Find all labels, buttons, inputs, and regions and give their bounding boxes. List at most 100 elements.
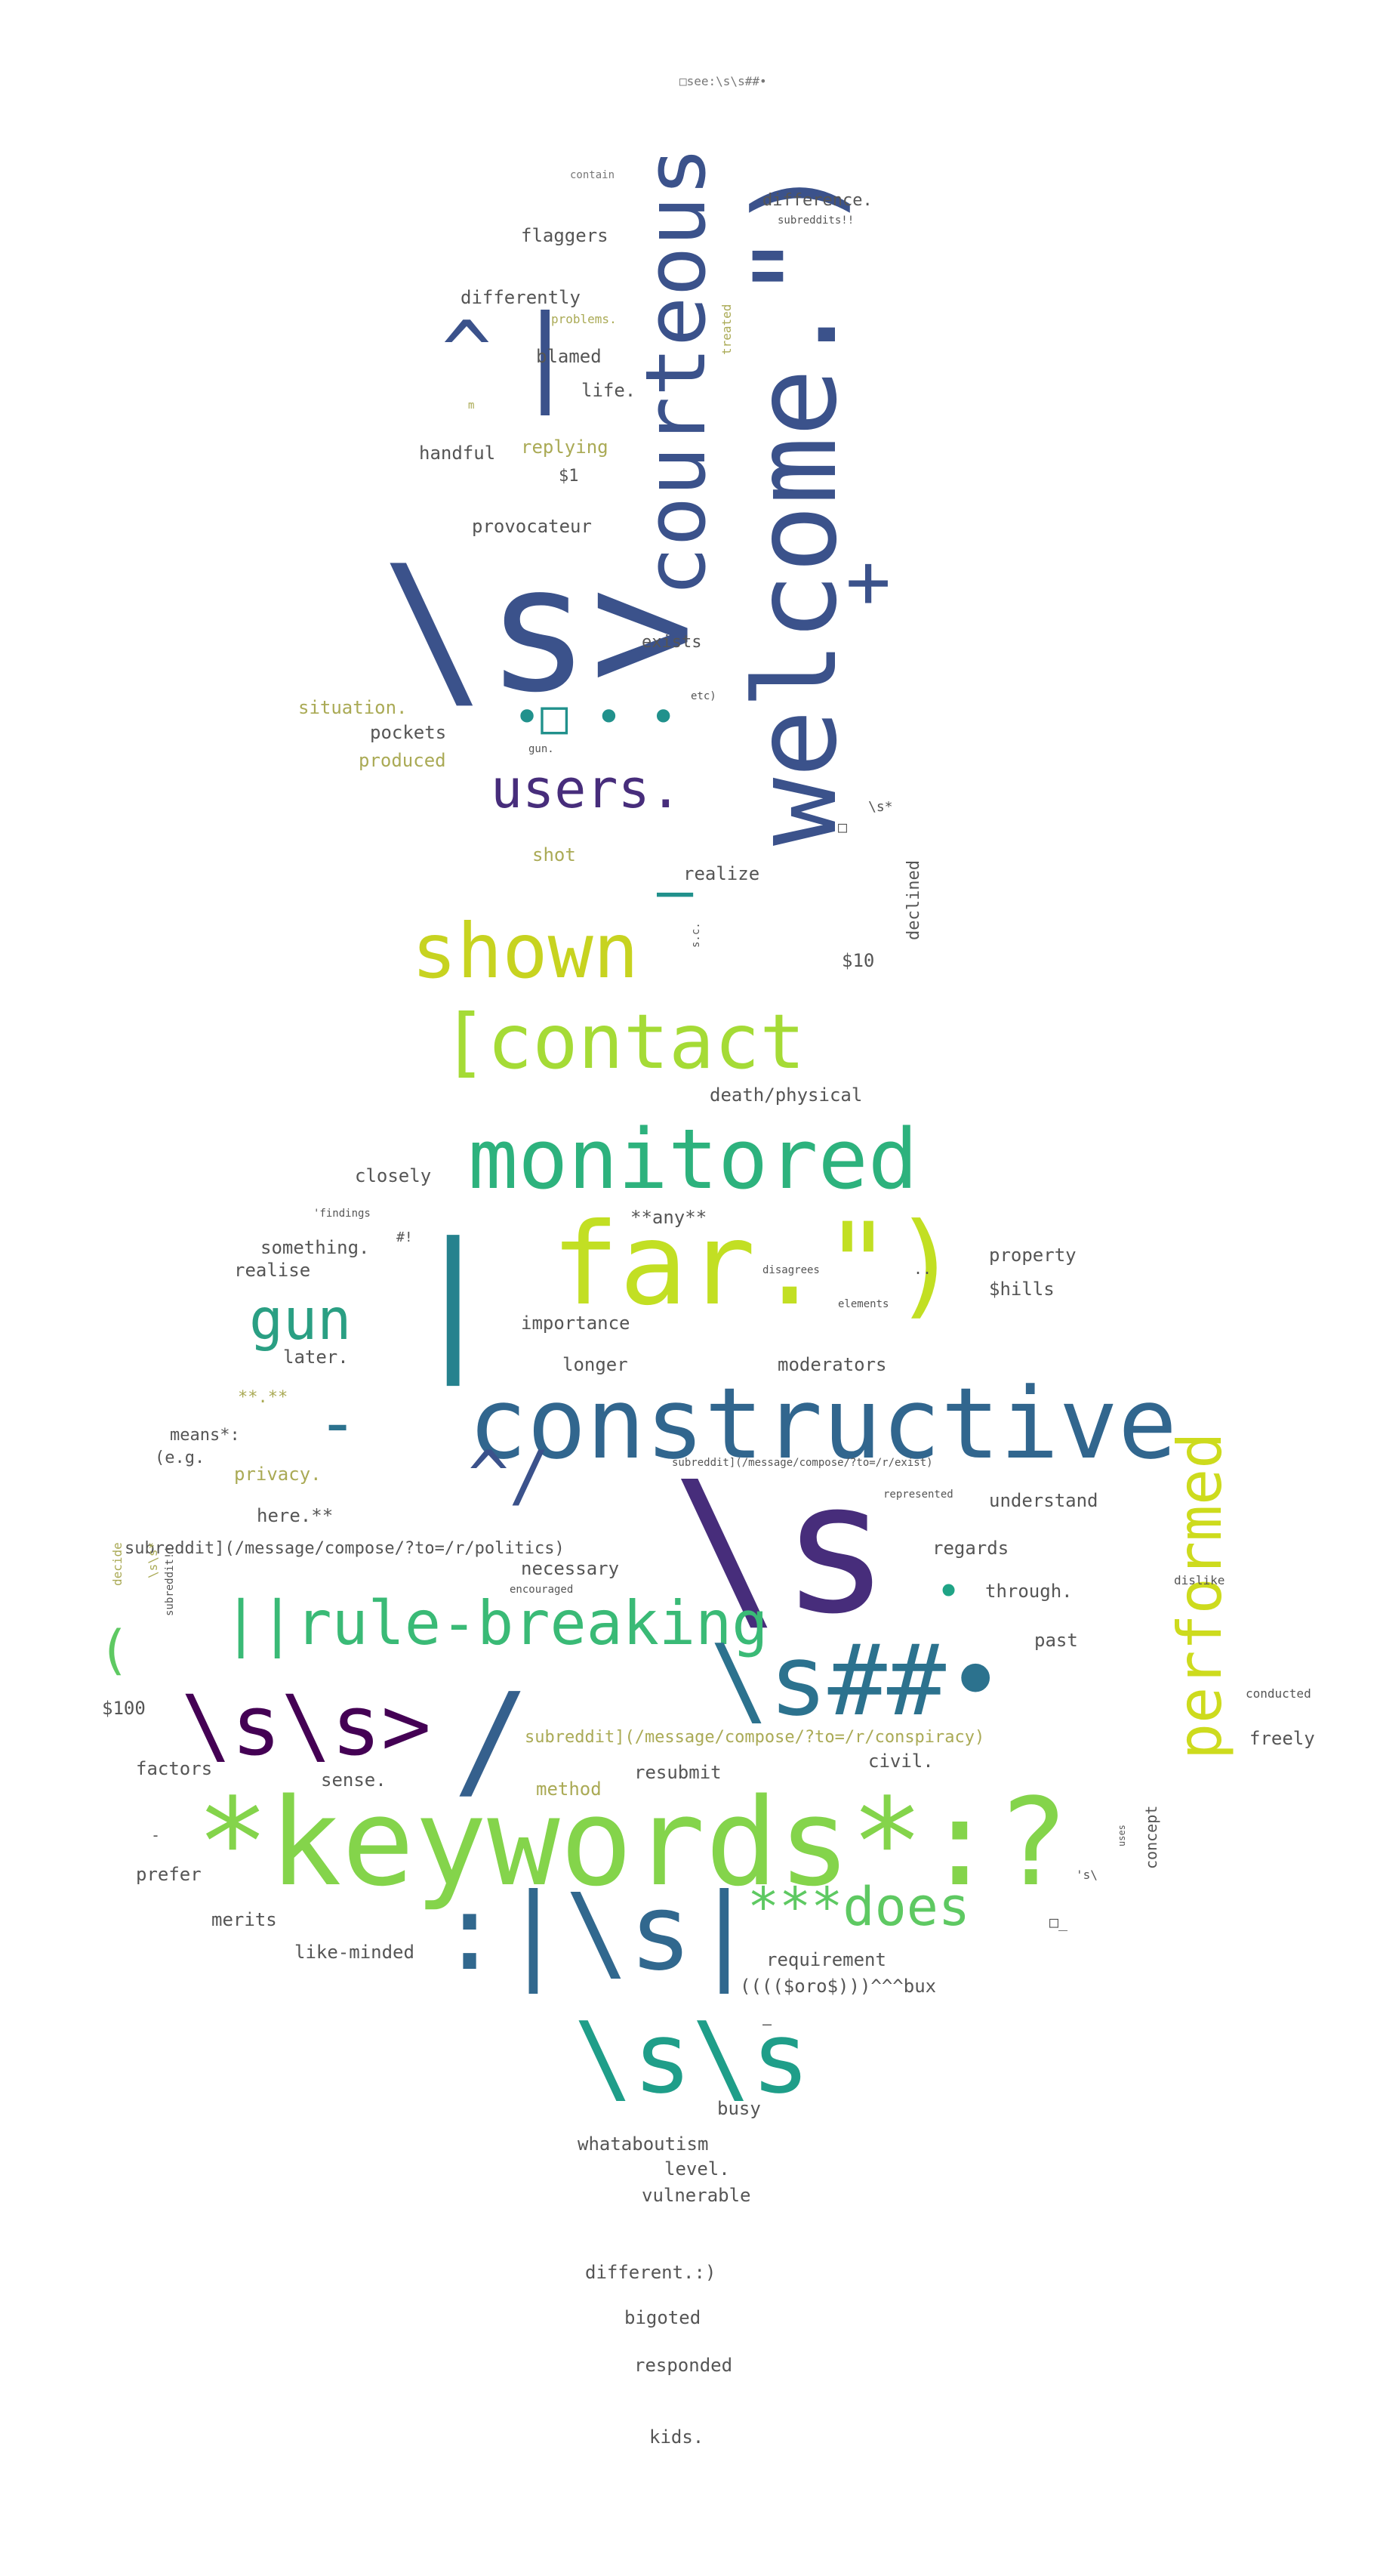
cloud-word: understand xyxy=(989,1490,1098,1511)
cloud-word: courteous xyxy=(627,146,724,597)
cloud-word: here.** xyxy=(257,1505,334,1526)
cloud-word: later. xyxy=(283,1347,349,1368)
cloud-word: $100 xyxy=(102,1698,146,1719)
cloud-word: $10 xyxy=(842,950,875,971)
cloud-word: ( xyxy=(98,1619,131,1681)
cloud-word: bigoted xyxy=(624,2307,701,2328)
cloud-word: concept xyxy=(1142,1805,1160,1869)
cloud-word: represented xyxy=(883,1489,953,1501)
cloud-word: disagrees xyxy=(762,1264,820,1276)
cloud-word: handful xyxy=(419,443,496,464)
cloud-word: exists xyxy=(642,633,702,652)
cloud-word: □_ xyxy=(1049,1913,1068,1931)
cloud-word: dislike xyxy=(1174,1573,1225,1587)
cloud-word: users. xyxy=(491,758,682,820)
cloud-word: \s> xyxy=(381,529,695,731)
cloud-word: \s##• xyxy=(710,1623,1006,1738)
cloud-word: property xyxy=(989,1245,1077,1266)
cloud-word: subreddit!! xyxy=(164,1546,176,1616)
cloud-word: ^ xyxy=(442,303,492,400)
cloud-word: #! xyxy=(396,1229,413,1245)
cloud-word: decide xyxy=(110,1542,125,1586)
cloud-word: whataboutism xyxy=(578,2133,709,2155)
cloud-word: different.:) xyxy=(585,2262,716,2283)
cloud-word: \s\s> xyxy=(181,1677,432,1774)
cloud-word: conducted xyxy=(1246,1686,1311,1701)
cloud-word: treated xyxy=(719,304,734,355)
cloud-word: problems. xyxy=(551,312,617,326)
cloud-word: subreddit](/message/compose/?to=/r/exist… xyxy=(672,1457,933,1469)
cloud-word: constructive xyxy=(468,1366,1178,1481)
cloud-word: 'findings xyxy=(313,1208,371,1220)
cloud-word: means*: xyxy=(170,1426,240,1445)
cloud-word: declined xyxy=(904,860,923,940)
cloud-word: pockets xyxy=(370,722,447,743)
cloud-word: \s\s* xyxy=(146,1541,160,1578)
cloud-word: situation. xyxy=(298,697,408,718)
cloud-word: :|\s| xyxy=(438,1871,756,1994)
cloud-word: □see:\s\s##• xyxy=(679,74,767,88)
cloud-word: (e.g. xyxy=(155,1448,205,1467)
cloud-word: closely xyxy=(355,1165,432,1186)
cloud-word: factors xyxy=(136,1758,213,1779)
cloud-word: busy xyxy=(717,2098,761,2119)
cloud-word: □ xyxy=(838,818,848,836)
cloud-word: provocateur xyxy=(472,516,592,537)
cloud-word: $1 xyxy=(559,467,579,486)
cloud-word: privacy. xyxy=(234,1464,322,1485)
cloud-word: \s\s xyxy=(574,2001,811,2115)
cloud-word: subreddit](/message/compose/?to=/r/polit… xyxy=(125,1539,565,1558)
cloud-word: necessary xyxy=(521,1558,620,1579)
cloud-word: through. xyxy=(985,1581,1073,1602)
cloud-word: realise xyxy=(234,1260,311,1281)
cloud-word: — xyxy=(762,2015,772,2033)
cloud-word: freely xyxy=(1249,1728,1315,1749)
cloud-word: performed xyxy=(1165,1432,1235,1760)
cloud-word: moderators xyxy=(778,1354,887,1375)
cloud-word: vulnerable xyxy=(642,2185,751,2206)
cloud-word: replying xyxy=(521,437,608,458)
cloud-word: encouraged xyxy=(510,1584,574,1596)
cloud-word: past xyxy=(1034,1630,1078,1651)
cloud-word: produced xyxy=(359,750,446,771)
cloud-word: method xyxy=(536,1779,602,1800)
cloud-word: elements xyxy=(838,1298,889,1310)
cloud-word: subreddit](/message/compose/?to=/r/consp… xyxy=(525,1728,985,1747)
cloud-word: responded xyxy=(634,2355,733,2376)
cloud-word: ||rule-breaking xyxy=(223,1588,769,1658)
cloud-word: like-minded xyxy=(294,1942,414,1963)
cloud-word: •□ • • xyxy=(513,691,677,744)
cloud-word: **.** xyxy=(238,1388,288,1407)
cloud-word: - xyxy=(317,1384,359,1463)
cloud-word: resubmit xyxy=(634,1762,722,1783)
cloud-word: [contact xyxy=(442,998,806,1086)
cloud-word: — xyxy=(657,856,694,926)
cloud-word: life. xyxy=(581,380,636,401)
cloud-word: prefer xyxy=(136,1864,202,1885)
cloud-word: gun xyxy=(249,1286,352,1353)
cloud-word: subreddits!! xyxy=(778,214,855,227)
cloud-word: kids. xyxy=(649,2426,704,2448)
cloud-word: ^/ xyxy=(468,1436,550,1516)
cloud-word: differently xyxy=(461,287,581,308)
cloud-word: - xyxy=(151,1826,161,1844)
cloud-word: sense. xyxy=(321,1769,387,1791)
cloud-word: shown xyxy=(411,907,639,995)
cloud-word: .. xyxy=(913,1260,932,1278)
cloud-word: far.") xyxy=(551,1199,960,1331)
cloud-word: difference. xyxy=(762,191,873,210)
cloud-word: blamed xyxy=(536,346,602,367)
cloud-word: s.c. xyxy=(690,922,702,948)
cloud-word: | xyxy=(408,1211,499,1387)
cloud-word: longer xyxy=(562,1354,628,1375)
cloud-word: level. xyxy=(664,2158,730,2180)
cloud-word: something. xyxy=(260,1237,370,1258)
cloud-word: requirement xyxy=(766,1949,886,1970)
cloud-word: / xyxy=(453,1666,531,1816)
cloud-word: \s* xyxy=(868,799,893,815)
cloud-word: gun. xyxy=(528,743,554,755)
cloud-word: 's\ xyxy=(1076,1868,1098,1882)
cloud-word: + xyxy=(846,537,892,625)
cloud-word: death/physical xyxy=(710,1084,863,1106)
cloud-word: contain xyxy=(570,169,615,181)
